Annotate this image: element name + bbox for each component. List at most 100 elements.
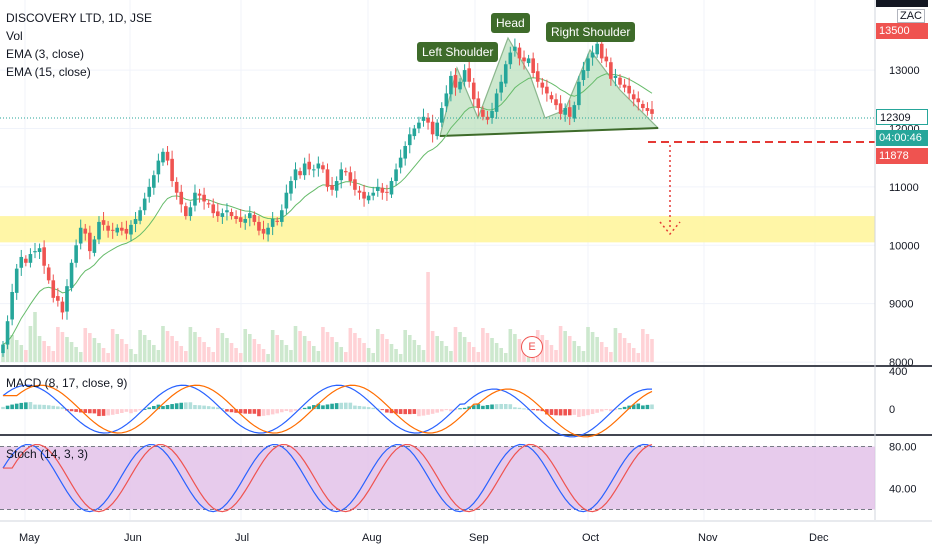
candle-body (321, 165, 325, 170)
volume-bar (453, 327, 458, 362)
macd-histogram-bar (595, 409, 599, 413)
volume-bar (385, 339, 389, 362)
macd-histogram-bar (124, 409, 129, 412)
macd-histogram-bar (184, 402, 188, 410)
candle-body (513, 46, 517, 51)
volume-bar (28, 326, 33, 362)
volume-bar (211, 352, 216, 362)
macd-histogram-bar (243, 409, 248, 414)
macd-histogram-bar (88, 409, 92, 414)
candle-body (449, 75, 453, 95)
left-shoulder-label: Left Shoulder (417, 42, 499, 62)
volume-bar (321, 327, 325, 362)
macd-histogram-bar (188, 402, 193, 410)
candle-body (65, 286, 69, 312)
macd-histogram-bar (229, 409, 234, 413)
volume-bar (380, 334, 385, 362)
candle-body (366, 195, 371, 201)
volume-bar (375, 329, 380, 362)
candle-body (211, 204, 216, 214)
currency-badge[interactable]: ZAC (897, 9, 925, 23)
signal-line (3, 384, 653, 438)
candle-body (270, 219, 275, 227)
volume-bar (595, 337, 599, 362)
macd-histogram-bar (211, 406, 216, 410)
volume-bar (577, 346, 581, 362)
macd-histogram-bar (572, 409, 577, 415)
ema-slow-legend: EMA (15, close) (6, 65, 91, 79)
candle-body (526, 58, 531, 64)
volume-bar (545, 340, 549, 362)
volume-bar (184, 351, 188, 362)
candle-body (28, 254, 33, 263)
candle-body (74, 245, 78, 263)
macd-histogram-bar (56, 406, 60, 410)
macd-histogram-bar (517, 407, 522, 410)
candle-body (476, 98, 481, 109)
candle-body (631, 94, 636, 100)
macd-histogram-bar (298, 409, 302, 411)
candle-body (462, 70, 467, 82)
candle-body (503, 64, 508, 84)
macd-histogram-bar (412, 409, 417, 414)
volume-bar (353, 333, 357, 362)
macd-histogram-bar (421, 409, 426, 416)
macd-histogram-bar (618, 408, 622, 410)
macd-histogram-bar (343, 402, 348, 410)
volume-bar (403, 330, 407, 362)
candle-body (202, 194, 206, 202)
macd-histogram-bar (14, 403, 19, 410)
candle-body (627, 85, 631, 94)
macd-legend: MACD (8, 17, close, 9) (6, 376, 128, 390)
candle-body (549, 95, 554, 100)
macd-histogram-bar (622, 406, 627, 410)
candle-body (641, 103, 645, 109)
candle-body (229, 211, 234, 217)
macd-histogram-bar (577, 409, 581, 417)
candle-body (14, 268, 19, 293)
volume-bar (138, 330, 142, 362)
macd-histogram-bar (165, 404, 170, 410)
candle-body (357, 190, 362, 193)
volume-bar (421, 350, 426, 362)
volume-bar (216, 328, 220, 362)
candle-body (398, 157, 403, 168)
volume-bar (202, 342, 206, 362)
macd-histogram-bar (293, 409, 298, 411)
macd-histogram-bar (641, 405, 645, 410)
volume-bar (24, 350, 28, 362)
volume-bar (302, 336, 307, 362)
candle-body (302, 163, 307, 176)
macd-histogram-bar (261, 409, 266, 416)
macd-histogram-bar (225, 409, 229, 412)
candle-body (604, 56, 609, 62)
volume-bar (161, 326, 165, 362)
macd-histogram-bar (46, 405, 51, 410)
earnings-marker[interactable]: E (521, 336, 543, 358)
macd-histogram-bar (499, 403, 503, 410)
volume-bar (609, 352, 613, 362)
volume-bar (33, 312, 37, 362)
volume-bar (499, 348, 503, 362)
candle-body (385, 191, 389, 193)
candle-body (307, 161, 312, 170)
volume-bar (412, 340, 417, 362)
volume-bar (1, 354, 5, 362)
candle-body (97, 221, 101, 240)
volume-bar (458, 332, 462, 362)
volume-bar (129, 349, 133, 362)
macd-histogram-bar (321, 405, 325, 410)
macd-histogram-bar (234, 409, 238, 413)
volume-bar (152, 345, 156, 362)
macd-histogram-bar (453, 409, 458, 411)
macd-histogram-bar (389, 409, 394, 414)
volume-bar (604, 347, 609, 362)
macd-histogram-bar (74, 409, 78, 412)
candle-body (106, 225, 110, 231)
candle-body (540, 82, 545, 88)
candle-body (275, 220, 280, 222)
candle-body (24, 258, 28, 263)
volume-bar (19, 345, 24, 362)
macd-histogram-bar (531, 409, 535, 411)
